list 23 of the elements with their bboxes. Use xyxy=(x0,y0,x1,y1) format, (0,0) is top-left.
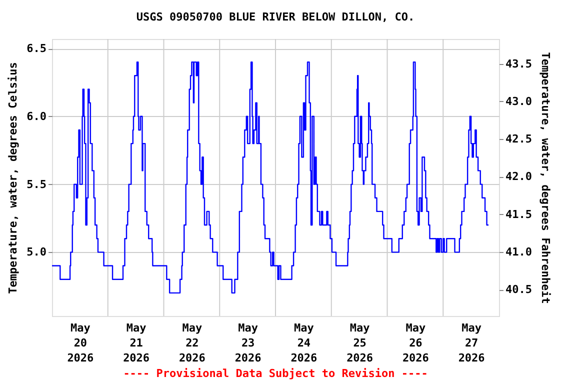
x-tick-label: May 20 2026 xyxy=(67,322,94,364)
x-tick-label: May 24 2026 xyxy=(290,322,318,364)
x-tick-label: May 25 2026 xyxy=(346,322,374,364)
x-tick-label: May 22 2026 xyxy=(178,322,206,364)
x-tick-label: May 23 2026 xyxy=(234,322,262,364)
y2-tick-label: 42.5 xyxy=(506,132,532,146)
y-tick-label: 6.5 xyxy=(26,42,46,56)
y2-tick-label: 41.5 xyxy=(506,208,532,221)
y2-tick-label: 40.5 xyxy=(506,283,532,296)
y-tick-label: 5.0 xyxy=(26,246,46,259)
y2-tick-label: 41.0 xyxy=(506,246,532,259)
y-axis-title: Temperature, water, degrees Celsius xyxy=(6,62,20,294)
chart-title: USGS 09050700 BLUE RIVER BELOW DILLON, CO. xyxy=(136,10,415,24)
y2-tick-label: 43.5 xyxy=(506,57,532,70)
x-tick-label: May 27 2026 xyxy=(458,322,486,364)
y2-tick-label: 42.0 xyxy=(506,170,532,184)
y2-tick-label: 43.0 xyxy=(506,94,532,108)
x-tick-label: May 26 2026 xyxy=(402,322,430,364)
x-tick-label: May 21 2026 xyxy=(123,322,150,364)
text: ---- Provisional Data Subject to Revision ---- xyxy=(123,367,428,380)
y-tick-label: 6.0 xyxy=(26,110,46,123)
y-tick-label: 5.5 xyxy=(26,178,46,191)
y2-axis-title: Temperature, water, degrees Fahrenheit xyxy=(538,52,552,304)
